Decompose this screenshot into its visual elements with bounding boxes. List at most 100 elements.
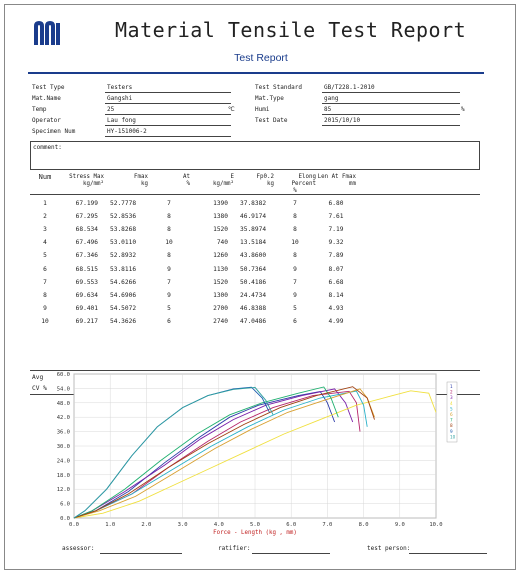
chart-series-line bbox=[73, 388, 354, 519]
chart-x-axis-label: Force - Length (kg , mm) bbox=[213, 530, 297, 536]
table-cell: 2740 bbox=[213, 317, 228, 325]
table-cell: 53.8116 bbox=[110, 265, 137, 273]
chart-x-tick-label: 0.0 bbox=[69, 522, 79, 528]
mat-type-label: Mat.Type bbox=[255, 95, 284, 102]
chart-series-line bbox=[73, 391, 336, 519]
chart-y-tick-label: 0.0 bbox=[60, 516, 70, 522]
chart-legend-item: 2 bbox=[450, 390, 453, 395]
chart-x-tick-label: 10.0 bbox=[429, 522, 442, 528]
table-cell: 6 bbox=[43, 265, 47, 273]
table-cell: 9.32 bbox=[328, 239, 344, 247]
temp-unit: ℃ bbox=[228, 106, 235, 113]
table-cell: 1390 bbox=[213, 200, 228, 207]
humi-label: Humi bbox=[255, 106, 270, 113]
chart-y-tick-label: 24.0 bbox=[57, 458, 70, 464]
comment-box[interactable]: comment: bbox=[30, 141, 480, 170]
col-header-at: At bbox=[183, 174, 190, 180]
test-type-value: Testers bbox=[107, 84, 133, 91]
col-header-e-unit: kg/mm² bbox=[213, 181, 234, 187]
humi-underline bbox=[322, 114, 460, 115]
col-header-num: Num bbox=[38, 173, 52, 181]
table-cell: Avg bbox=[32, 374, 44, 381]
table-cell: 69.553 bbox=[75, 278, 98, 286]
table-cell: 9 bbox=[167, 265, 171, 273]
table-cell: 67.295 bbox=[75, 213, 98, 221]
chart-legend-item: 9 bbox=[450, 429, 453, 434]
table-cell: 2700 bbox=[213, 304, 228, 312]
table-cell: 69.401 bbox=[75, 304, 98, 312]
table-cell: 1260 bbox=[213, 252, 228, 260]
test-standard-underline bbox=[322, 92, 460, 93]
specimen-num-value: HY-151006-2 bbox=[107, 128, 147, 135]
table-cell: 7 bbox=[293, 200, 297, 207]
table-cell: 8 bbox=[167, 226, 171, 234]
table-cell: 5 bbox=[293, 304, 297, 312]
table-cell: 46.8388 bbox=[240, 304, 267, 312]
table-cell: 52.8932 bbox=[110, 252, 137, 260]
table-cell: 52.8536 bbox=[110, 213, 137, 221]
chart-series-line bbox=[73, 390, 437, 519]
table-cell: 1300 bbox=[213, 291, 228, 299]
temp-label: Temp bbox=[32, 106, 47, 113]
table-cell: 9 bbox=[293, 291, 297, 299]
chart-y-tick-label: 36.0 bbox=[57, 430, 70, 436]
chart-y-tick-label: 18.0 bbox=[57, 473, 70, 479]
test-date-value: 2015/10/10 bbox=[324, 117, 361, 124]
test-type-underline bbox=[105, 92, 231, 93]
table-cell: 13.5184 bbox=[240, 239, 267, 247]
table-cell: 8.07 bbox=[328, 265, 344, 273]
chart-ticks-group: 0.0 1.0 2.0 3.0 4.0 5.0 6.0 7.0 8.0 9.0 10.0 0.0 6.0… bbox=[57, 372, 443, 528]
specimen-num-label: Specimen Num bbox=[32, 128, 76, 135]
chart-x-tick-label: 8.0 bbox=[359, 522, 369, 528]
table-cell: 10 bbox=[291, 239, 299, 247]
table-cell: 52.7778 bbox=[110, 200, 137, 207]
col-header-len-at-fmax: Len At Fmax bbox=[317, 174, 356, 180]
chart-x-tick-label: 1.0 bbox=[105, 522, 115, 528]
test-standard-value: GB/T228.1-2010 bbox=[324, 84, 375, 91]
chart-y-tick-label: 54.0 bbox=[57, 386, 70, 392]
test-type-label: Test Type bbox=[32, 84, 65, 91]
assessor-signature-line[interactable] bbox=[100, 553, 182, 554]
table-cell: 54.6906 bbox=[110, 291, 137, 299]
test-person-signature-line[interactable] bbox=[409, 553, 487, 554]
table-cell: 8.14 bbox=[328, 291, 344, 299]
chart-legend-item: 7 bbox=[450, 418, 453, 423]
test-date-underline bbox=[322, 125, 460, 126]
mat-name-value: Gangshi bbox=[107, 95, 133, 102]
col-header-fp02: Fp0.2 bbox=[256, 174, 274, 180]
chart-y-tick-label: 6.0 bbox=[60, 502, 70, 508]
table-cell: 37.8382 bbox=[240, 200, 267, 207]
chart-x-tick-label: 7.0 bbox=[322, 522, 332, 528]
table-cell: 9 bbox=[43, 304, 47, 312]
table-cell: 9 bbox=[167, 291, 171, 299]
table-cell: 67.199 bbox=[75, 200, 98, 207]
table-cell: 50.7364 bbox=[240, 265, 267, 273]
table-cell: 1130 bbox=[213, 265, 228, 273]
col-header-at-unit: % bbox=[186, 181, 191, 187]
report-frame bbox=[4, 4, 516, 570]
chart-series-line bbox=[73, 386, 375, 519]
table-cell: 68.534 bbox=[75, 226, 98, 234]
table-cell: 8 bbox=[293, 252, 297, 260]
test-standard-label: Test Standard bbox=[255, 84, 302, 91]
table-cell: 5 bbox=[167, 304, 171, 312]
operator-underline bbox=[105, 125, 231, 126]
table-cell: CV % bbox=[32, 385, 47, 392]
mat-type-value: gang bbox=[324, 95, 339, 102]
chart-x-tick-label: 6.0 bbox=[286, 522, 296, 528]
chart-y-tick-label: 30.0 bbox=[57, 444, 70, 450]
header-divider bbox=[28, 72, 484, 74]
mat-name-label: Mat.Name bbox=[32, 95, 61, 102]
assessor-label: assessor: bbox=[62, 545, 95, 552]
col-header-fp02-unit: kg bbox=[267, 181, 274, 187]
table-cell: 10 bbox=[41, 317, 49, 325]
table-cell: 35.8974 bbox=[240, 226, 267, 234]
chart-y-tick-label: 12.0 bbox=[57, 487, 70, 493]
table-cell: 69.634 bbox=[75, 291, 98, 299]
ratifier-signature-line[interactable] bbox=[252, 553, 330, 554]
operator-value: Lau fong bbox=[107, 117, 136, 124]
table-cell: 7 bbox=[167, 200, 171, 207]
mat-type-underline bbox=[322, 103, 460, 104]
chart-y-tick-label: 42.0 bbox=[57, 415, 70, 421]
